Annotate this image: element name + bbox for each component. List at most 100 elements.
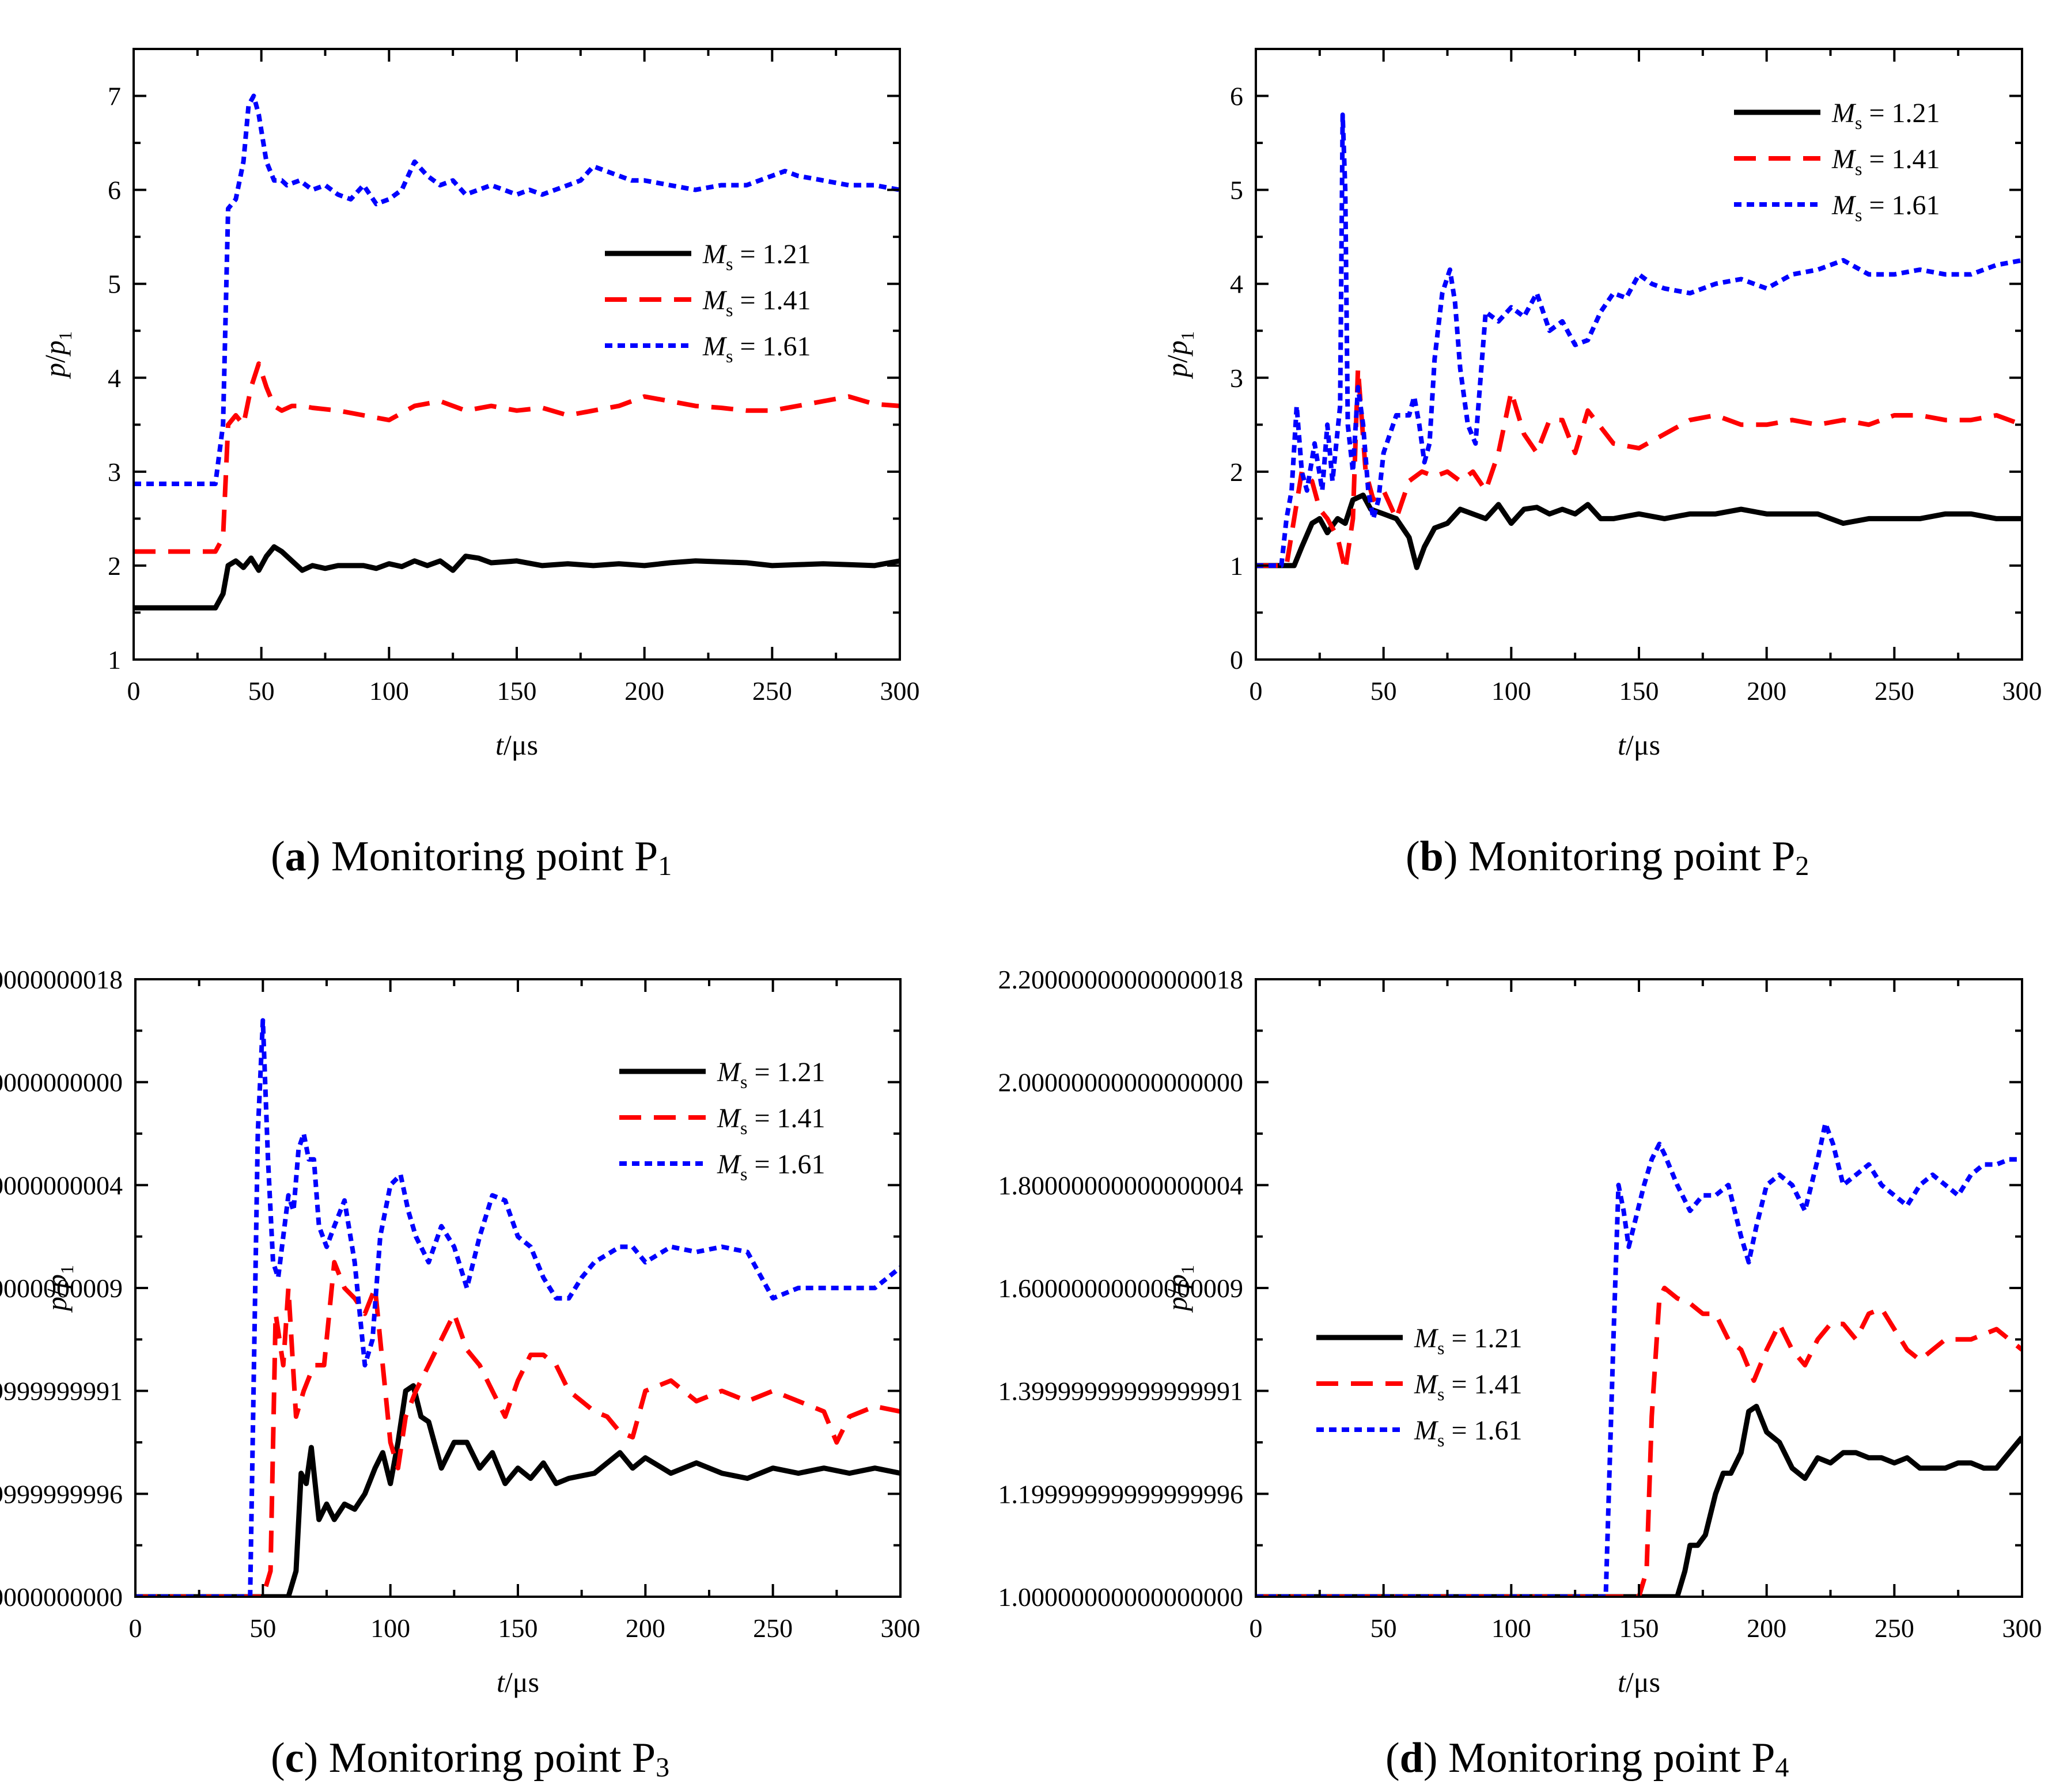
caption-b-text: Monitoring point P	[1468, 833, 1796, 880]
y-axis-label-b: p/p1	[1161, 331, 1198, 379]
x-tick-label-c: 50	[249, 1613, 276, 1643]
legend-label-d-3: Ms = 1.61	[1414, 1415, 1523, 1450]
y-tick-label-d: 2.20000000000000018	[998, 965, 1244, 994]
y-tick-label-b: 2	[1230, 457, 1243, 487]
chart-a: 0 50 100 150 200 250 300 1 2 3 4 5 6 7 t/μs p/p1 Ms = 1.…	[39, 48, 920, 761]
legend-c: Ms = 1.21 Ms = 1.41 Ms = 1.61	[619, 1057, 826, 1184]
series-line-a-1	[134, 544, 900, 611]
x-tick-label-a: 300	[880, 676, 920, 706]
x-tick-label-b: 300	[2002, 676, 2042, 706]
y-tick-label-b: 1	[1230, 551, 1243, 581]
x-tick-label-b: 100	[1491, 676, 1531, 706]
legend-label-b-2: Ms = 1.41	[1831, 144, 1940, 179]
legend-label-a-3: Ms = 1.61	[702, 331, 811, 366]
y-tick-label-c: 1.00000000000000000	[0, 1582, 123, 1612]
chart-c: 0 50 100 150 200 250 300 1.00000000000000000 1.1…	[0, 965, 921, 1698]
y-tick-label-a: 4	[108, 363, 121, 393]
legend-label-b-3: Ms = 1.61	[1831, 190, 1940, 225]
series-line-c-2	[135, 1260, 900, 1597]
caption-c-letter: c	[285, 1734, 304, 1782]
legend-label-a-2: Ms = 1.41	[702, 285, 811, 320]
x-axis-label-d: t/μs	[1618, 1666, 1660, 1698]
legend-label-c-3: Ms = 1.61	[717, 1149, 826, 1184]
y-tick-label-d: 1.80000000000000004	[998, 1170, 1244, 1200]
caption-a-sub: 1	[658, 851, 672, 881]
plot-frame-b	[1255, 48, 2023, 661]
x-tick-label-d: 100	[1491, 1613, 1531, 1643]
y-tick-label-a: 1	[108, 645, 121, 675]
caption-d: (d) Monitoring point P4	[1385, 1734, 1789, 1783]
legend-label-d-1: Ms = 1.21	[1414, 1323, 1523, 1358]
caption-d-letter: d	[1399, 1734, 1423, 1782]
series-line-d-1	[1256, 1404, 2022, 1597]
y-tick-label-d: 1.60000000000000009	[998, 1274, 1244, 1303]
chart-d: 0 50 100 150 200 250 300 1.00000000000000000 1.1…	[998, 965, 2042, 1698]
y-tick-label-b: 0	[1230, 645, 1243, 675]
x-tick-label-b: 150	[1619, 676, 1659, 706]
y-tick-label-c: 1.19999999999999996	[0, 1479, 123, 1509]
x-tick-label-d: 250	[1875, 1613, 1914, 1643]
chart-b: 0 50 100 150 200 250 300 0 1 2 3 4 5 6 t/μs p/p1 Ms = 1.…	[1161, 48, 2042, 761]
caption-a: (a) Monitoring point P1	[271, 833, 672, 881]
x-tick-label-d: 300	[2002, 1613, 2042, 1643]
y-tick-label-a: 6	[108, 176, 121, 205]
caption-c: (c) Monitoring point P3	[271, 1734, 670, 1783]
y-tick-label-c: 1.39999999999999991	[0, 1377, 123, 1406]
y-tick-label-c: 2.00000000000000000	[0, 1068, 123, 1097]
caption-d-sub: 4	[1775, 1752, 1789, 1783]
x-tick-label-d: 50	[1370, 1613, 1397, 1643]
x-axis-label-a: t/μs	[495, 729, 538, 761]
legend-b: Ms = 1.21 Ms = 1.41 Ms = 1.61	[1734, 98, 1940, 225]
caption-c-sub: 3	[656, 1752, 670, 1783]
legend-label-b-1: Ms = 1.21	[1831, 98, 1940, 133]
x-axis-label-c: t/μs	[497, 1666, 539, 1698]
y-tick-label-a: 7	[108, 82, 121, 111]
x-axis-label-b: t/μs	[1618, 729, 1660, 761]
y-tick-label-d: 2.00000000000000000	[998, 1068, 1244, 1097]
y-axis-label-d: p/p1	[1161, 1265, 1198, 1313]
x-tick-label-b: 200	[1747, 676, 1786, 706]
legend-a: Ms = 1.21 Ms = 1.41 Ms = 1.61	[605, 239, 811, 366]
x-tick-label-d: 200	[1747, 1613, 1786, 1643]
y-tick-label-b: 3	[1230, 363, 1243, 393]
y-axis-label-a: p/p1	[39, 331, 75, 379]
legend-label-c-1: Ms = 1.21	[717, 1057, 826, 1092]
legend-label-d-2: Ms = 1.41	[1414, 1369, 1523, 1404]
x-tick-label-a: 100	[369, 676, 409, 706]
caption-b-letter: b	[1419, 833, 1444, 880]
series-line-c-3	[135, 1018, 900, 1597]
caption-b: (b) Monitoring point P2	[1406, 833, 1809, 881]
y-tick-label-c: 1.80000000000000004	[0, 1170, 123, 1200]
x-tick-label-c: 100	[370, 1613, 410, 1643]
x-tick-label-a: 50	[248, 676, 275, 706]
series-line-b-2	[1256, 366, 2022, 573]
series-line-c-1	[135, 1383, 900, 1597]
legend-label-a-1: Ms = 1.21	[702, 239, 811, 274]
caption-a-text: Monitoring point P	[331, 833, 658, 880]
x-tick-label-c: 300	[881, 1613, 921, 1643]
y-tick-label-b: 4	[1230, 270, 1243, 299]
x-tick-label-c: 200	[626, 1613, 665, 1643]
legend-d: Ms = 1.21 Ms = 1.41 Ms = 1.61	[1316, 1323, 1523, 1450]
y-tick-label-c: 1.60000000000000009	[0, 1274, 123, 1303]
x-tick-label-a: 200	[624, 676, 664, 706]
caption-a-letter: a	[285, 833, 306, 880]
y-tick-label-d: 1.19999999999999996	[998, 1479, 1244, 1509]
x-tick-label-b: 50	[1370, 676, 1397, 706]
x-tick-label-c: 0	[129, 1613, 142, 1643]
x-tick-label-c: 250	[753, 1613, 793, 1643]
x-tick-label-b: 250	[1875, 676, 1914, 706]
x-tick-label-d: 0	[1250, 1613, 1263, 1643]
y-axis-label-c: p/p1	[40, 1265, 77, 1313]
y-tick-label-b: 5	[1230, 176, 1243, 205]
series-line-b-3	[1256, 112, 2022, 568]
y-tick-label-a: 5	[108, 270, 121, 299]
x-tick-label-b: 0	[1250, 676, 1263, 706]
series-line-a-2	[134, 361, 900, 554]
x-tick-label-a: 0	[127, 676, 141, 706]
y-tick-label-c: 2.20000000000000018	[0, 965, 123, 994]
caption-d-text: Monitoring point P	[1448, 1734, 1775, 1782]
legend-label-c-2: Ms = 1.41	[717, 1103, 826, 1138]
series-line-d-3	[1256, 1121, 2022, 1597]
